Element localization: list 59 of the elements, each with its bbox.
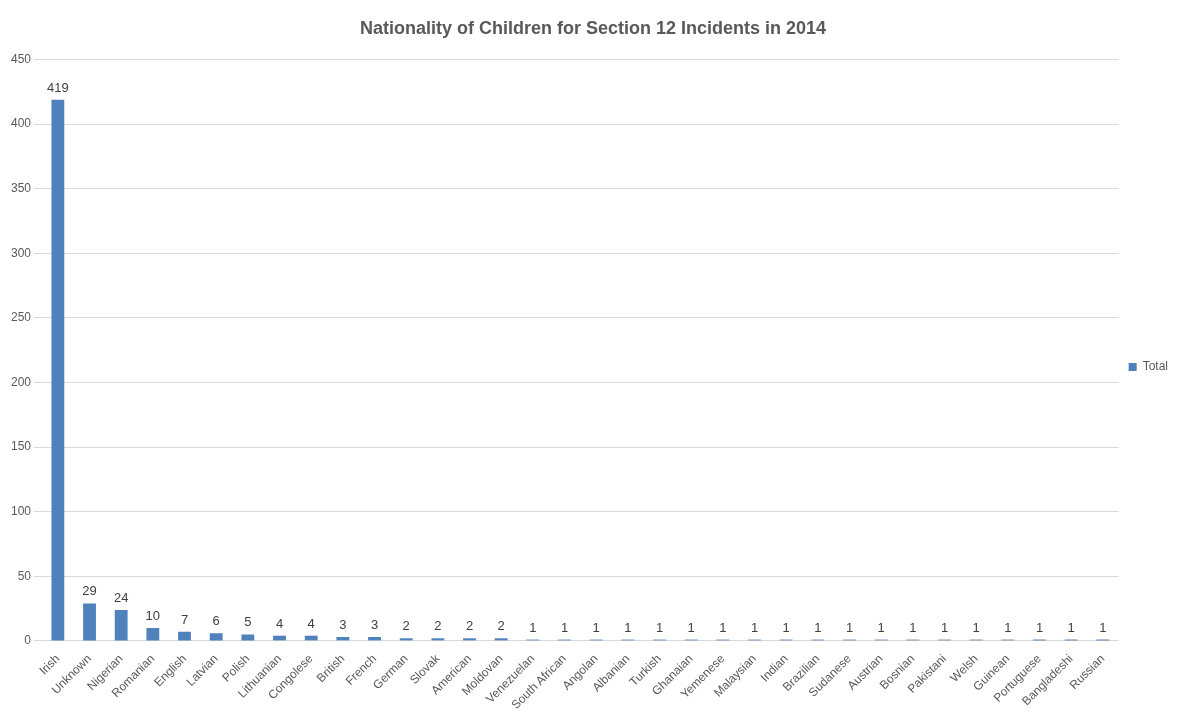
data-label: 4 (275, 615, 284, 631)
bar (399, 638, 413, 641)
data-label: 1 (687, 619, 695, 635)
y-tick-label: 300 (10, 245, 32, 260)
data-label: 1 (624, 619, 632, 635)
data-label: 7 (180, 611, 189, 627)
bar (494, 638, 508, 641)
data-label: 1 (814, 619, 822, 635)
bar (463, 638, 476, 641)
bar (114, 609, 128, 641)
data-label: 1 (940, 619, 949, 635)
data-label: 6 (212, 613, 220, 629)
bar (51, 99, 65, 641)
y-tick-label: 450 (10, 51, 32, 66)
bar (178, 631, 191, 641)
data-label: 1 (972, 619, 980, 635)
data-label: 1 (592, 619, 600, 635)
data-label: 10 (145, 608, 161, 624)
y-tick-label: 200 (10, 374, 32, 389)
y-tick-label: 350 (10, 181, 32, 196)
data-label: 1 (1004, 619, 1012, 635)
data-label: 3 (370, 617, 379, 633)
data-label: 2 (402, 618, 410, 634)
y-tick-label: 0 (24, 633, 32, 648)
data-label: 2 (497, 618, 505, 634)
data-label: 419 (47, 79, 69, 95)
data-label: 2 (465, 618, 474, 634)
data-label: 1 (909, 619, 917, 635)
data-label: 2 (434, 618, 442, 634)
y-tick-label: 400 (10, 116, 32, 131)
y-tick-label: 50 (17, 568, 32, 583)
data-label: 1 (560, 619, 569, 635)
data-label: 1 (529, 619, 537, 635)
data-label: 29 (82, 583, 97, 599)
data-label: 5 (244, 614, 252, 630)
y-tick-label: 100 (10, 504, 32, 519)
data-label: 1 (1067, 619, 1075, 635)
data-label: 1 (655, 619, 664, 635)
data-label: 3 (339, 617, 347, 633)
data-label: 24 (113, 589, 129, 605)
y-tick-label: 250 (10, 310, 32, 325)
bar (83, 603, 96, 641)
data-label: 1 (719, 619, 727, 635)
data-label: 4 (307, 615, 315, 631)
bar (431, 638, 445, 641)
legend-label: Total (1142, 359, 1169, 374)
bar (146, 627, 160, 641)
data-label: 1 (1035, 619, 1044, 635)
data-label: 1 (1099, 619, 1107, 635)
bar (336, 637, 350, 641)
bar (241, 634, 255, 641)
bar (209, 633, 223, 641)
data-label: 1 (782, 619, 790, 635)
data-label: 1 (845, 619, 854, 635)
y-tick-label: 150 (10, 439, 32, 454)
chart-title: Nationality of Children for Section 12 Incidents in 2014 (359, 17, 827, 38)
data-label: 1 (750, 619, 759, 635)
bar (368, 637, 381, 641)
data-label: 1 (877, 619, 885, 635)
